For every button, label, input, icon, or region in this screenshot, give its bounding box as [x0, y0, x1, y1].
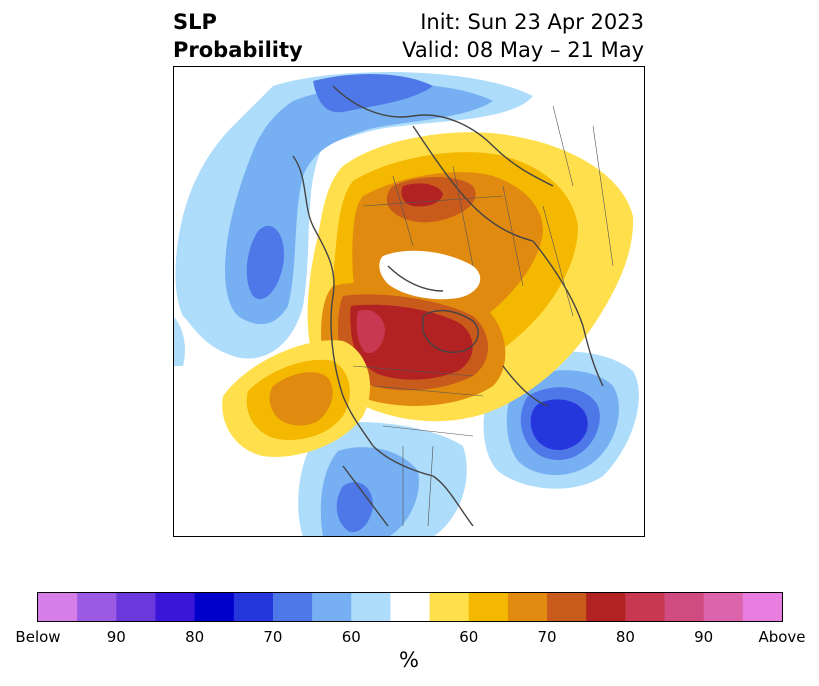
coastlines	[292, 85, 604, 527]
colorbar-tick-label: Below	[15, 628, 61, 646]
title-variable: SLP	[173, 10, 217, 34]
valid-range: Valid: 08 May – 21 May	[402, 38, 644, 62]
colorbar-segment	[77, 593, 117, 621]
map-frame	[173, 66, 645, 537]
colorbar-tick-label: 80	[615, 628, 635, 646]
colorbar-segment	[547, 593, 587, 621]
colorbar-frame	[37, 592, 783, 622]
colorbar-tick-label: Above	[758, 628, 806, 646]
colorbar-tick-label: 60	[459, 628, 479, 646]
colorbar-segment	[703, 593, 744, 621]
colorbar-segment	[155, 593, 196, 621]
colorbar-tick-label: 90	[694, 628, 714, 646]
colorbar-segment	[625, 593, 666, 621]
colorbar-segment	[38, 593, 78, 621]
colorbar	[37, 592, 783, 622]
title-right: Init: Sun 23 Apr 2023 Valid: 08 May – 21…	[402, 8, 644, 64]
colorbar-segment	[429, 593, 470, 621]
colorbar-segment	[586, 593, 626, 621]
colorbar-segment	[272, 593, 313, 621]
colorbar-segment	[116, 593, 156, 621]
pacific-above-region	[222, 340, 371, 457]
colorbar-segment	[507, 593, 548, 621]
asia-pacific-below-region	[173, 72, 533, 366]
borders	[352, 105, 614, 527]
colorbar-segment	[312, 593, 352, 621]
colorbar-unit: %	[399, 648, 419, 672]
colorbar-tick-label: 60	[341, 628, 361, 646]
init-date: Init: Sun 23 Apr 2023	[420, 10, 644, 34]
colorbar-segment	[351, 593, 391, 621]
colorbar-segment	[664, 593, 705, 621]
colorbar-segment	[742, 593, 783, 621]
colorbar-tick-label: 90	[106, 628, 126, 646]
colorbar-tick-label: 80	[185, 628, 205, 646]
title-left: SLP Probability	[173, 8, 303, 64]
colorbar-segment	[390, 593, 431, 621]
colorbar-tick-label: 70	[537, 628, 557, 646]
title-type: Probability	[173, 38, 303, 62]
arctic-ocean-neutral	[379, 250, 481, 300]
colorbar-segment	[468, 593, 509, 621]
colorbar-segment	[194, 593, 235, 621]
colorbar-segment	[233, 593, 274, 621]
colorbar-tick-label: 70	[263, 628, 283, 646]
probability-map	[173, 66, 645, 537]
